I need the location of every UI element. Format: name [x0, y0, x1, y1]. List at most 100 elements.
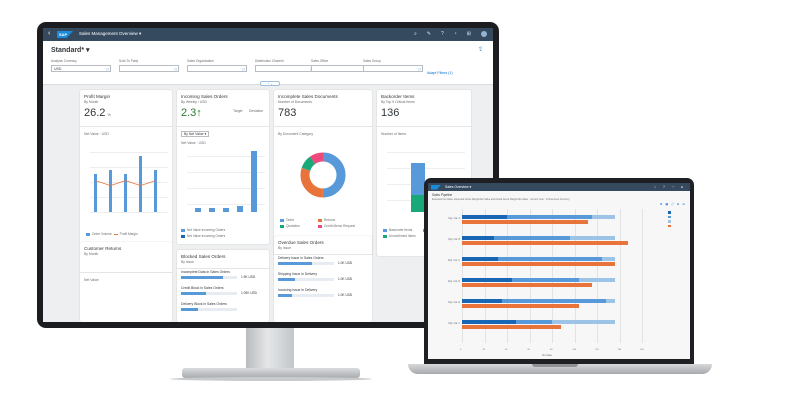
card-subtitle: By Issue: [181, 260, 195, 264]
progress-track: [278, 294, 334, 297]
divider: [80, 272, 172, 273]
category-label: Opp. Cat. B: [447, 239, 460, 241]
grid-line: [552, 209, 553, 343]
filter-sales-office: Sales Office: [311, 59, 371, 72]
apps-icon[interactable]: ⊞: [466, 31, 471, 37]
x-tick-label: 140: [617, 349, 622, 351]
list-item-value: 1.0K USD: [338, 277, 353, 281]
card-subtitle: By Issue: [278, 246, 292, 250]
bar-dark: [462, 299, 502, 303]
progress-fill: [278, 262, 312, 265]
grid-line: [529, 209, 531, 343]
chart-toolbar[interactable]: ⚙ ▦ ⤢ ⊕ ⊖: [659, 202, 686, 206]
legend-order: Order: [280, 218, 294, 222]
avatar[interactable]: [481, 31, 487, 37]
progress-fill: [278, 294, 292, 297]
laptop-app-title[interactable]: Sales Overview ▾: [445, 184, 472, 189]
bar-orange: [462, 325, 561, 329]
card-title: Customer Returns: [84, 246, 122, 251]
donut-slice[interactable]: [300, 152, 346, 198]
backorder-bar-segment: [411, 163, 425, 195]
currency-input[interactable]: USD: [51, 65, 111, 72]
deviation-label: Deviation: [249, 109, 264, 113]
list-item-label: Shipping Issue in Delivery: [278, 272, 318, 276]
laptop-shell-bar: Sales Overview ▾ ⌕ ? ◔ ⊞: [428, 183, 690, 191]
chart-label: Number of Items: [381, 132, 407, 136]
progress-track: [181, 292, 237, 295]
profit-bar: [154, 170, 157, 212]
card-incoming-sales-orders[interactable]: Incoming Sales Orders By Weekly / USD 2.…: [177, 90, 269, 244]
sap-logo: SAP: [57, 31, 73, 38]
help-icon[interactable]: ?: [440, 31, 444, 37]
card-subtitle: By Month: [84, 100, 99, 104]
sales-group-input[interactable]: [363, 65, 423, 72]
shell-icons[interactable]: ⌕ ? ◔ ⊞: [654, 184, 686, 189]
incoming-bar: [209, 208, 215, 212]
card-title: Overdue Sales Orders: [278, 240, 324, 245]
search-icon[interactable]: ⌕: [413, 31, 417, 37]
sales-office-input[interactable]: [311, 65, 371, 72]
bar-mid: [498, 257, 603, 261]
legend-swatch: [668, 215, 671, 219]
profit-bar: [139, 156, 142, 212]
kpi-value: 2.3↑: [181, 107, 202, 119]
filter-distribution-channel: Distribution Channel: [255, 59, 315, 72]
progress-fill: [181, 292, 207, 295]
bar-mid: [507, 215, 592, 219]
back-icon[interactable]: ‹: [48, 30, 51, 37]
x-tick-label: 60: [527, 349, 530, 351]
shell-bar: ‹ SAP Sales Management Overview ▾ ⌕ ✎ ? …: [43, 28, 493, 41]
card-subtitle: Number of Documents: [278, 100, 312, 104]
grid-line: [619, 209, 621, 343]
progress-fill: [278, 278, 295, 281]
donut-slice[interactable]: [300, 152, 346, 198]
x-tick-label: 20: [482, 349, 485, 351]
card-title: Blocked Sales Orders: [181, 254, 226, 259]
chart-label: Net Value · USD: [181, 141, 206, 145]
sold-to-party-input[interactable]: [119, 65, 179, 72]
card-incomplete-sales-documents[interactable]: Incomplete Sales Documents Number of Doc…: [274, 90, 372, 256]
measure-dropdown[interactable]: By Net Value ▾: [181, 131, 210, 137]
card-overdue-sales-orders[interactable]: Overdue Sales Orders By Issue Delivery I…: [274, 236, 372, 322]
card-profit-margin[interactable]: Profit Margin By Month 26.2% Net Value ·…: [80, 90, 172, 244]
overdue-list: Delivery Issue in Sales Orders 1.0K USD Sh…: [274, 256, 372, 322]
list-item-label: Invoicing Issue in Delivery: [278, 288, 318, 292]
list-item-label: Incomplete Data in Sales Orders: [181, 270, 230, 274]
divider: [177, 268, 269, 269]
incoming-bar: [195, 208, 201, 212]
sales-pipeline-chart: Net Value 0 20 40 60 80 100 120 140 160 Opp. Cat.…: [448, 209, 664, 357]
donut-chart: [300, 152, 346, 198]
kpi-value: 136: [381, 107, 400, 119]
legend-credit-memo: Credit Memo Request: [318, 224, 355, 228]
app-title-menu[interactable]: Sales Management Overview ▾: [79, 31, 142, 36]
bar-light: [606, 299, 615, 303]
sales-organization-input[interactable]: [187, 65, 247, 72]
card-customer-returns[interactable]: Customer Returns By Month Net Value: [80, 242, 172, 322]
kpi-value: 783: [278, 107, 297, 119]
legend-item: [668, 220, 688, 223]
adapt-filters-link[interactable]: Adapt Filters (1): [427, 71, 453, 75]
grid-line: [484, 209, 486, 343]
x-tick-label: 0: [460, 349, 462, 351]
card-subtitle: By Month: [84, 252, 99, 256]
profit-margin-line: [95, 180, 156, 187]
x-tick-label: 100: [572, 349, 577, 351]
laptop-base: [408, 364, 712, 374]
variant-selector[interactable]: Standard* ▾: [51, 47, 90, 54]
notifications-icon[interactable]: ◔: [453, 31, 457, 37]
bar-orange: [462, 262, 615, 266]
x-axis-title: Net Value: [542, 355, 552, 357]
card-blocked-sales-orders[interactable]: Blocked Sales Orders By Issue Incomplete…: [177, 250, 269, 322]
distribution-channel-input[interactable]: [255, 65, 315, 72]
collapse-header-button[interactable]: ⌃ ⌄: [260, 81, 280, 86]
x-tick-label: 80: [550, 349, 553, 351]
grid-line: [462, 209, 463, 343]
bar-dark: [462, 320, 516, 324]
filter-sales-organization: Sales Organization: [187, 59, 247, 72]
edit-icon[interactable]: ✎: [426, 31, 431, 37]
share-icon[interactable]: ⇪: [477, 47, 483, 53]
bar-orange: [462, 283, 592, 287]
grid-line: [574, 209, 576, 343]
divider: [80, 126, 172, 127]
overview-page-screen: ‹ SAP Sales Management Overview ▾ ⌕ ✎ ? …: [43, 28, 493, 322]
